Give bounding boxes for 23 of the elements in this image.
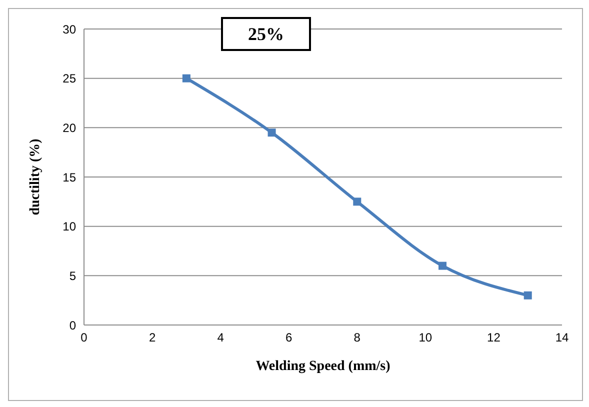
x-tick-label: 2: [148, 330, 156, 345]
y-tick-label: 0: [69, 318, 76, 332]
y-tick-label: 10: [62, 220, 76, 234]
x-tick-label: 0: [80, 330, 88, 345]
point: [438, 262, 446, 270]
x-tick-label: 10: [418, 330, 432, 345]
y-axis-title: ductility (%): [28, 138, 43, 216]
x-tick-label: 6: [286, 330, 293, 345]
point: [524, 291, 532, 300]
y-tick-label: 30: [62, 22, 76, 36]
y-tick-label: 20: [62, 120, 76, 135]
x-tick-label: 14: [555, 330, 569, 345]
x-tick-label: 8: [354, 330, 361, 345]
x-tick-label: 12: [487, 330, 501, 345]
point: [268, 128, 276, 137]
y-tick-label: 15: [62, 170, 76, 184]
point: [182, 74, 190, 82]
y-tick-label: 25: [62, 72, 76, 86]
x-axis-title: Welding Speed (mm/s): [256, 359, 391, 374]
x-tick-label: 4: [217, 330, 224, 345]
annotation: 25%: [221, 17, 311, 51]
point: [353, 198, 362, 206]
y-tick-label: 5: [69, 268, 76, 283]
